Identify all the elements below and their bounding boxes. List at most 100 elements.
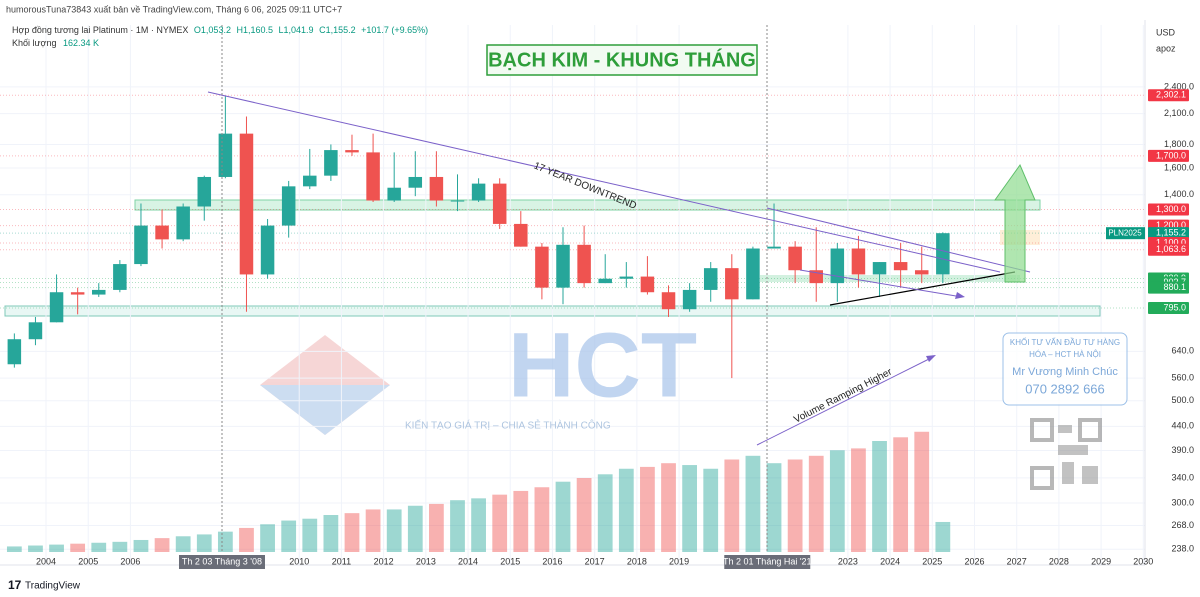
candle-body [408,176,423,188]
price-box [1148,227,1189,240]
volume-bar [661,463,676,552]
qr-block [1082,466,1098,484]
candle-body [914,270,929,275]
candle-body [788,246,802,271]
volume-bar [935,521,951,552]
candle-body [936,233,950,275]
candle-body [767,246,781,249]
axes: 2,400.0 2,100.0 1,800.0 1,600.0 1,400.0 640.0… [36,81,1194,569]
chart-title: BẠCH KIM - KHUNG THÁNG [488,48,756,71]
trend-line [766,207,1031,273]
candle-body [345,150,359,153]
candle-body [324,150,338,176]
y-tick-label: 1,600.0 [1164,162,1194,172]
volume-bar [492,494,508,552]
volume-bar [471,498,486,552]
candle-body [746,248,760,300]
volume-value: 162.34 K [63,38,99,48]
ohlc: H1,160.5 [236,25,273,35]
candle-body [218,133,233,177]
candle-body [872,262,887,275]
candle-body [239,133,254,275]
y-tick-label: 238.0 [1171,544,1194,554]
qr-block [1058,445,1088,455]
candle-body [619,276,634,279]
contact-line: KHỐI TƯ VẤN ĐẦU TƯ HÀNG [1010,337,1120,347]
volume-bar [281,520,297,552]
candle-body [514,223,528,247]
candle-body [577,244,591,284]
y-tick-label: 2,400.0 [1164,81,1194,91]
x-tick-label: 2014 [458,556,478,566]
volume-name: Khối lượng [12,38,56,48]
volume-bar [302,518,318,552]
price-label: 1,200.0 [1156,220,1186,230]
logo-diamond [260,385,390,435]
volume-bar [196,534,212,552]
x-tick-label: 2016 [542,556,562,566]
volume-bar [91,542,107,552]
crosshair-box [724,555,811,569]
zone [134,199,1041,211]
y-tick-label: 390.0 [1171,445,1194,455]
volume-bar [154,538,170,552]
volume-bar [893,437,909,552]
x-tick-label: 2027 [1007,556,1027,566]
volume-bar [703,468,719,552]
x-tick-label: 2029 [1091,556,1111,566]
candle-body [176,206,190,240]
legend-line: Hợp đồng tương lai Platinum · 1M · NYMEX… [12,25,428,35]
volume-bar [429,503,444,552]
price-box [1148,203,1189,216]
volume-bar [6,546,22,552]
contact-line: HÓA – HCT HÀ NỘI [1029,350,1101,359]
price-label: 1,100.0 [1156,237,1186,247]
candle-body [450,200,465,202]
candle-body [535,246,549,288]
arrow-head [926,355,936,362]
x-tick-label: 2005 [78,556,98,566]
volume-bar [724,459,740,552]
volume-bar [914,431,930,552]
volume-bar [28,545,43,552]
volume-bar [640,466,655,552]
candle-body [155,225,169,240]
volume-bar [112,541,128,552]
crosshair-box [178,555,265,569]
y-tick-label: 340.0 [1171,472,1194,482]
volume-bar [534,487,550,552]
qr-block [1062,462,1074,484]
x-tick-label: 2018 [627,556,647,566]
volume-bar [745,455,761,552]
legend-line: Khối lượng 162.34 K [12,38,99,48]
price-label: 1,155.2 [1156,228,1186,238]
brand-logo: 17 [8,578,22,592]
qr-code [1030,418,1102,490]
candle-body [703,268,718,290]
x-tick-label: 2004 [36,556,56,566]
y-tick-label: 500.0 [1171,395,1194,405]
candle-body [556,244,570,288]
candle-body [303,175,317,187]
title-box [486,44,758,76]
drawings [0,25,1145,565]
arrow-line [799,269,963,298]
y-tick-label: 2,100.0 [1164,108,1194,118]
qr-block [1078,418,1102,442]
volume-bar [576,478,592,552]
price-label: 880.1 [1163,282,1186,292]
x-tick-label: 2017 [585,556,605,566]
candle-body [281,186,296,226]
x-tick-label: 2006 [120,556,140,566]
qr-block [1030,418,1054,442]
candle-body [682,289,697,310]
y-tick-label: 640.0 [1171,346,1194,356]
volume-bar [450,500,465,552]
symbol: Hợp đồng tương lai Platinum · 1M · NYMEX [12,25,188,35]
volume-bar [766,463,782,552]
x-tick-label: 2012 [374,556,394,566]
ohlc: O1,053.2 [194,25,231,35]
candle-body [113,264,127,290]
price-label: 1,063.6 [1156,244,1186,254]
candle-body [598,278,612,284]
